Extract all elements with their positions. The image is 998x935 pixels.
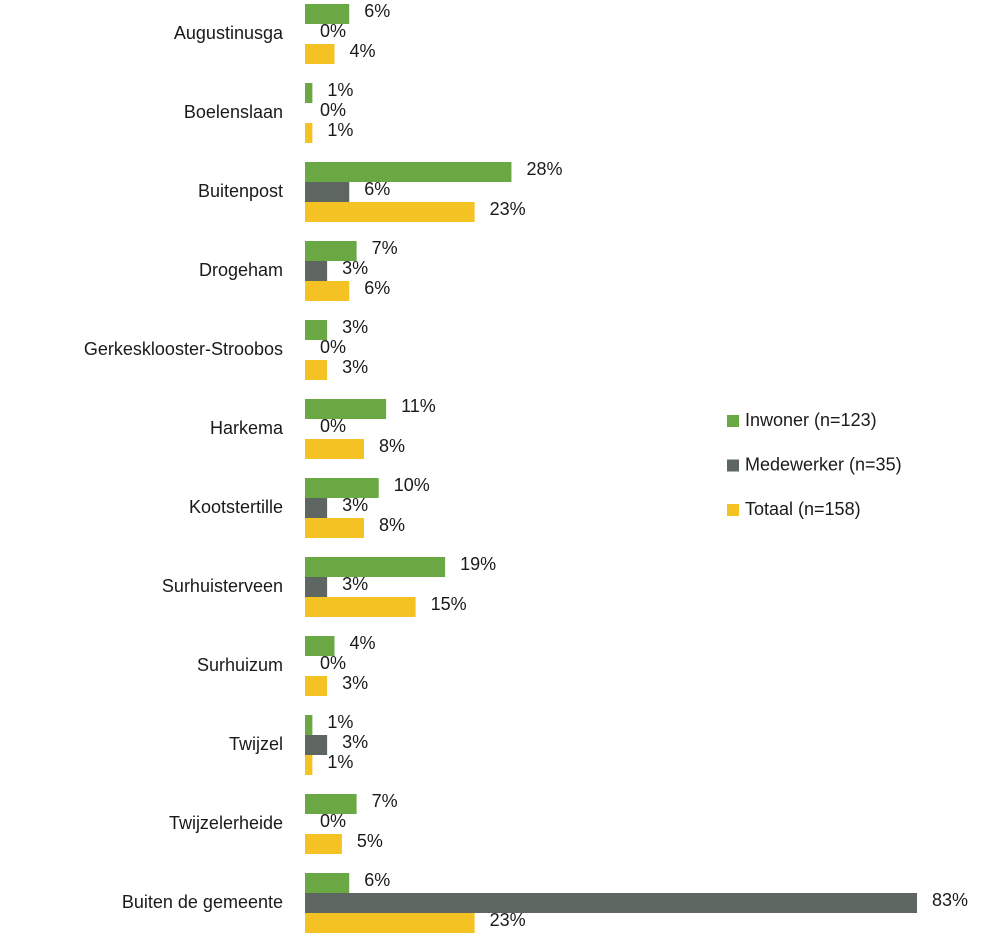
- bar: [305, 83, 313, 103]
- category-label: Gerkesklooster-Stroobos: [84, 339, 283, 359]
- category-label: Harkema: [210, 418, 284, 438]
- value-label: 6%: [364, 870, 390, 890]
- value-label: 0%: [320, 100, 346, 120]
- value-label: 19%: [460, 554, 496, 574]
- value-label: 3%: [342, 258, 368, 278]
- category-label: Surhuisterveen: [162, 576, 283, 596]
- value-label: 7%: [372, 791, 398, 811]
- category-label: Kootstertille: [189, 497, 283, 517]
- bar: [305, 399, 387, 419]
- legend-label: Medewerker (n=35): [745, 454, 902, 474]
- legend-swatch: [727, 459, 739, 472]
- category-label: Buitenpost: [198, 181, 283, 201]
- value-label: 15%: [431, 594, 467, 614]
- bar: [305, 320, 328, 340]
- bar: [305, 498, 328, 518]
- value-label: 8%: [379, 515, 405, 535]
- value-label: 11%: [401, 396, 436, 416]
- value-label: 1%: [327, 80, 353, 100]
- bar: [305, 518, 364, 538]
- bar: [305, 478, 379, 498]
- category-label: Drogeham: [199, 260, 283, 280]
- category-label: Twijzelerheide: [169, 813, 283, 833]
- bar: [305, 241, 357, 261]
- bar: [305, 360, 328, 380]
- value-label: 1%: [327, 712, 353, 732]
- value-label: 8%: [379, 436, 405, 456]
- value-label: 5%: [357, 831, 383, 851]
- bar: [305, 715, 313, 735]
- category-label: Augustinusga: [174, 23, 284, 43]
- value-label: 0%: [320, 653, 346, 673]
- value-label: 3%: [342, 673, 368, 693]
- value-label: 23%: [490, 199, 526, 219]
- value-label: 3%: [342, 574, 368, 594]
- value-label: 6%: [364, 1, 390, 21]
- category-label: Twijzel: [229, 734, 283, 754]
- category-label: Boelenslaan: [184, 102, 283, 122]
- bar: [305, 636, 335, 656]
- bar: [305, 913, 475, 933]
- value-label: 4%: [349, 41, 375, 61]
- bar: [305, 439, 364, 459]
- value-label: 3%: [342, 317, 368, 337]
- bar: [305, 281, 350, 301]
- bar: [305, 4, 350, 24]
- value-label: 83%: [932, 890, 968, 910]
- value-label: 6%: [364, 179, 390, 199]
- value-label: 0%: [320, 811, 346, 831]
- value-label: 6%: [364, 278, 390, 298]
- category-label: Surhuizum: [197, 655, 283, 675]
- bar: [305, 182, 350, 202]
- bar: [305, 162, 512, 182]
- bar: [305, 577, 328, 597]
- bar: [305, 873, 350, 893]
- value-label: 7%: [372, 238, 398, 258]
- value-label: 1%: [327, 120, 353, 140]
- value-label: 23%: [490, 910, 526, 930]
- bar: [305, 44, 335, 64]
- value-label: 0%: [320, 21, 346, 41]
- value-label: 3%: [342, 495, 368, 515]
- value-label: 3%: [342, 357, 368, 377]
- bar: [305, 676, 328, 696]
- value-label: 10%: [394, 475, 430, 495]
- bar: [305, 794, 357, 814]
- bar: [305, 834, 342, 854]
- value-label: 1%: [327, 752, 353, 772]
- value-label: 0%: [320, 337, 346, 357]
- bar: [305, 597, 416, 617]
- value-label: 28%: [526, 159, 562, 179]
- legend-swatch: [727, 504, 739, 516]
- category-label: Buiten de gemeente: [122, 892, 283, 912]
- bar: [305, 735, 328, 755]
- bar: [305, 123, 313, 143]
- bar: [305, 261, 328, 281]
- legend-swatch: [727, 415, 739, 427]
- bar: [305, 202, 475, 222]
- legend-label: Inwoner (n=123): [745, 410, 877, 430]
- value-label: 3%: [342, 732, 368, 752]
- bar: [305, 755, 313, 775]
- legend-label: Totaal (n=158): [745, 499, 861, 519]
- value-label: 4%: [349, 633, 375, 653]
- bar: [305, 557, 446, 577]
- value-label: 0%: [320, 416, 346, 436]
- bar: [305, 893, 917, 913]
